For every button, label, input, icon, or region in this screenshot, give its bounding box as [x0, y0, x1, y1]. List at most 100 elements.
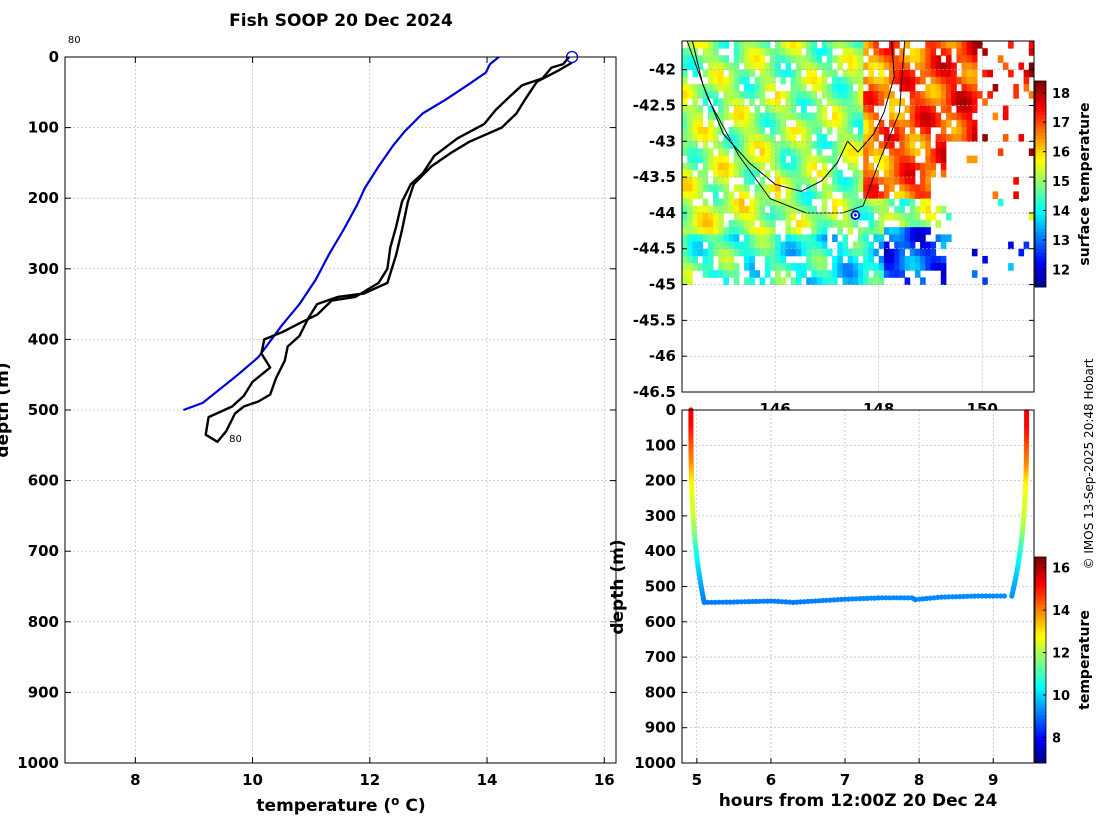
sst-cell: [733, 198, 740, 207]
sst-cell: [971, 48, 978, 56]
sst-cell: [795, 141, 802, 149]
sst-cell: [873, 98, 880, 106]
sst-cell: [754, 84, 761, 92]
sst-cell: [682, 91, 688, 99]
sst-cell: [713, 205, 719, 214]
sst-cell: [682, 248, 688, 257]
sst-cell: [801, 127, 807, 135]
sst-cell: [920, 241, 926, 250]
sst-cell: [806, 127, 812, 135]
sst-cell: [723, 277, 729, 285]
sst-cell: [682, 177, 688, 185]
sst-cell: [1028, 148, 1035, 156]
sst-cell: [899, 141, 905, 149]
sst-cell: [899, 98, 905, 106]
sst-cell: [770, 255, 776, 264]
sst-cell: [883, 141, 890, 149]
sst-colorbar-step: [1035, 256, 1046, 260]
section-sample-point: [994, 593, 1000, 599]
sst-cell: [707, 55, 714, 63]
sst-cell: [682, 48, 688, 56]
sst-cell: [946, 234, 952, 242]
sst-cell: [749, 177, 755, 185]
sst-cell: [744, 84, 750, 92]
sst-cell: [738, 212, 745, 221]
profile-ytick-label: 500: [28, 401, 59, 419]
sst-cell: [873, 127, 880, 135]
sst-cell: [925, 155, 931, 164]
sst-cell: [909, 84, 916, 92]
sst-cell: [754, 155, 761, 164]
sst-cell: [687, 55, 693, 63]
sst-cell: [744, 191, 750, 199]
sst-cell: [697, 91, 704, 99]
sst-cell: [749, 41, 755, 49]
sst-cell: [832, 112, 838, 121]
section-sample-point: [953, 594, 959, 600]
sst-cell: [889, 148, 895, 156]
sst-cell: [832, 184, 838, 192]
sst-cell: [749, 263, 755, 271]
sst-cell: [754, 184, 761, 192]
sst-cell: [697, 241, 704, 250]
sst-cell: [795, 119, 802, 128]
sst-cell: [801, 263, 807, 271]
sst-cell: [883, 212, 890, 221]
sst-cell: [858, 127, 864, 135]
sst-cell: [733, 248, 740, 257]
sst-cell: [909, 191, 916, 199]
sst-cell: [925, 205, 931, 214]
sst-cell: [883, 191, 890, 199]
sst-cell: [837, 148, 843, 156]
sst-cell: [842, 76, 849, 85]
sst-cell: [930, 212, 937, 221]
sst-cell: [899, 162, 905, 171]
sst-cell: [873, 205, 880, 214]
sst-cell: [770, 248, 776, 257]
section-sample-point: [872, 595, 878, 601]
sst-cell: [878, 76, 885, 85]
sst-colorbar-step: [1035, 259, 1046, 264]
sst-cell: [738, 98, 745, 106]
sst-cell: [858, 169, 864, 178]
sst-colorbar-step: [1035, 139, 1046, 144]
sst-cell: [811, 112, 817, 121]
sst-cell: [738, 227, 745, 235]
sst-cell: [744, 41, 750, 49]
sst-cell: [801, 248, 807, 257]
sst-cell: [806, 69, 812, 78]
section-xtick-label: 9: [988, 771, 998, 789]
sst-cell: [914, 91, 921, 99]
sst-colorbar-step: [1035, 180, 1046, 185]
sst-cell: [904, 241, 911, 250]
temp-colorbar-step: [1035, 653, 1046, 657]
sst-cell: [795, 277, 802, 285]
sst-cell: [687, 41, 693, 49]
sst-cell: [852, 55, 859, 63]
sst-cell: [718, 220, 724, 228]
sst-cell: [770, 134, 776, 142]
sst-cell: [946, 91, 952, 99]
sst-cell: [982, 69, 988, 78]
sst-cell: [707, 112, 714, 121]
temp-colorbar-step: [1035, 649, 1046, 654]
sst-cell: [863, 134, 869, 142]
sst-colorbar-step: [1035, 135, 1046, 140]
sst-cell: [775, 162, 781, 171]
temp-colorbar-step: [1035, 622, 1046, 627]
sst-cell: [925, 177, 931, 185]
sst-cell: [749, 220, 755, 228]
sst-cell: [764, 234, 771, 242]
sst-cell: [868, 169, 874, 178]
section-sample-point: [720, 599, 726, 605]
sst-cell: [821, 105, 828, 114]
sst-cell: [806, 212, 812, 221]
sst-cell: [920, 255, 926, 264]
sst-cell: [920, 234, 926, 242]
sst-cell: [759, 48, 766, 56]
sst-cell: [1023, 76, 1030, 85]
sst-cell: [889, 112, 895, 121]
sst-cell: [982, 134, 988, 142]
sst-cell: [852, 155, 859, 164]
sst-cell: [770, 62, 776, 71]
